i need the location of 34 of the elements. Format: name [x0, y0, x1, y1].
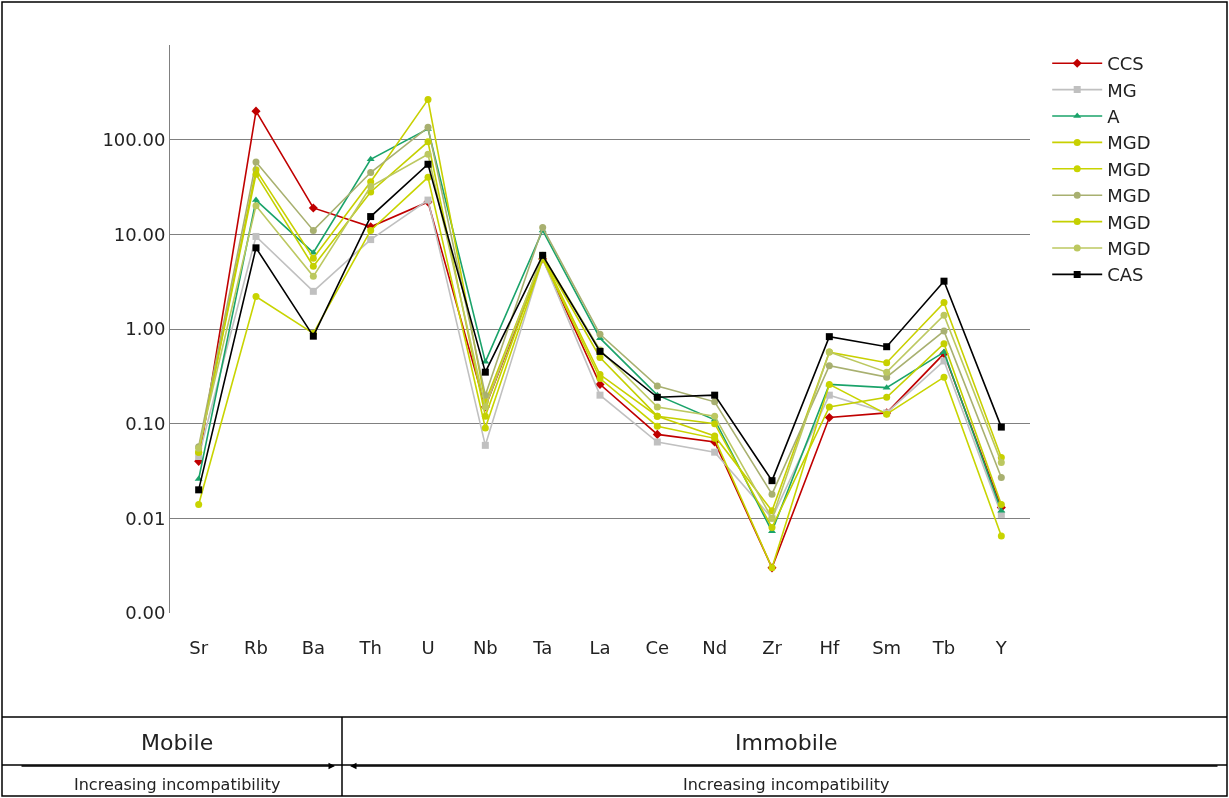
- x-tick-label: Tb: [931, 637, 956, 658]
- x-tick-label: Rb: [244, 637, 268, 658]
- text: Increasing incompatibility: [683, 775, 890, 794]
- x-tick-label: Nd: [702, 637, 728, 658]
- x-tick-label: Hf: [819, 637, 840, 658]
- x-tick-label: La: [589, 637, 611, 658]
- y-tick-label: 0.00: [125, 602, 166, 624]
- legend-label: MGD: [1107, 238, 1151, 260]
- legend-label: MGD: [1107, 132, 1151, 154]
- legend-label: MGD: [1107, 185, 1151, 207]
- text: Increasing incompatibility: [74, 775, 281, 794]
- legend-label: MGD: [1107, 158, 1151, 180]
- x-tick-label: Y: [994, 637, 1008, 658]
- legend-label: MGD: [1107, 211, 1151, 233]
- text: Immobile: [735, 730, 838, 755]
- y-tick-label: 10.00: [113, 223, 166, 245]
- x-tick-label: Sr: [189, 637, 209, 658]
- legend-label: CAS: [1107, 264, 1144, 286]
- y-tick-label: 0.01: [125, 507, 166, 529]
- legend-label: MG: [1107, 79, 1137, 101]
- legend-label: A: [1107, 106, 1121, 128]
- y-tick-label: 1.00: [125, 318, 166, 340]
- legend-label: CCS: [1107, 53, 1144, 75]
- x-tick-label: Zr: [762, 637, 783, 658]
- x-tick-label: Ce: [645, 637, 670, 658]
- x-tick-label: Th: [358, 637, 382, 658]
- text: Mobile: [141, 730, 214, 755]
- x-tick-label: Nb: [472, 637, 498, 658]
- x-tick-label: Sm: [872, 637, 902, 658]
- x-tick-label: Ta: [532, 637, 553, 658]
- x-tick-label: U: [421, 637, 435, 658]
- y-tick-label: 100.00: [102, 128, 166, 150]
- x-tick-label: Ba: [301, 637, 326, 658]
- y-tick-label: 0.10: [125, 412, 166, 434]
